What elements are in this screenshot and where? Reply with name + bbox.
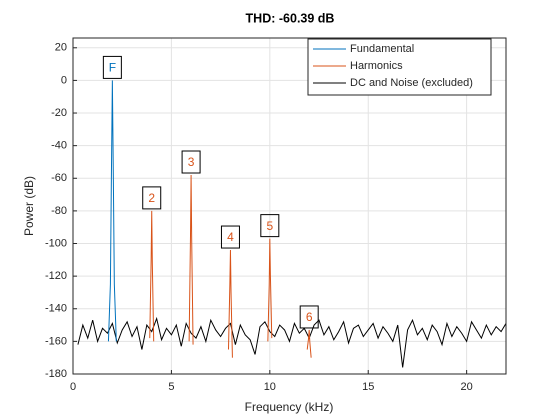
legend-label: Harmonics	[350, 60, 403, 72]
y-tick-label: -140	[45, 303, 67, 315]
x-tick-label: 5	[168, 381, 174, 393]
marker-label: 3	[188, 155, 195, 169]
axes-box	[72, 37, 507, 375]
y-tick-label: -80	[51, 205, 67, 217]
y-axis-label: Power (dB)	[22, 176, 36, 236]
y-tick-label: -20	[51, 107, 67, 119]
marker-box	[142, 186, 162, 210]
legend-label: Fundamental	[350, 43, 414, 55]
marker-box	[220, 225, 240, 249]
y-tick-label: -40	[51, 140, 67, 152]
legend-box	[307, 38, 492, 96]
marker-box	[181, 150, 201, 174]
x-tick-label: 10	[264, 381, 276, 393]
series-line	[149, 175, 312, 358]
x-tick-label: 20	[461, 381, 473, 393]
y-tick-label: -180	[45, 368, 67, 380]
y-tick-label: -120	[45, 270, 67, 282]
y-tick-label: -60	[51, 172, 67, 184]
chart-title: THD: -60.39 dB	[246, 11, 335, 25]
marker-label: 4	[227, 230, 234, 244]
series-line	[107, 80, 117, 342]
y-tick-label: 0	[61, 74, 67, 86]
marker-box	[260, 214, 280, 238]
marker-box	[102, 55, 122, 79]
x-tick-label: 0	[70, 381, 76, 393]
marker-label: F	[109, 61, 116, 75]
marker-box	[299, 305, 319, 329]
y-tick-label: 20	[55, 42, 67, 54]
series-line	[77, 316, 507, 368]
marker-label: 5	[266, 219, 273, 233]
marker-label: 6	[306, 310, 313, 324]
y-tick-label: -160	[45, 335, 67, 347]
y-tick-label: -100	[45, 237, 67, 249]
x-axis-label: Frequency (kHz)	[245, 400, 334, 414]
marker-label: 2	[148, 191, 155, 205]
x-tick-label: 15	[362, 381, 374, 393]
legend-label: DC and Noise (excluded)	[350, 77, 473, 89]
